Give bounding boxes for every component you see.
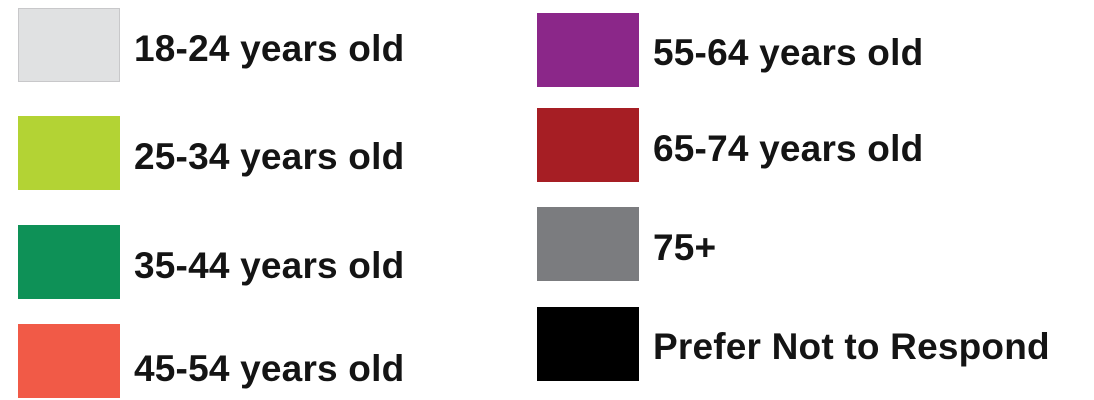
legend-label-35-44: 35-44 years old bbox=[134, 245, 405, 286]
legend-swatch-18-24 bbox=[18, 8, 120, 82]
legend-swatch-65-74 bbox=[537, 108, 639, 182]
legend-swatch-45-54 bbox=[18, 324, 120, 398]
legend-swatch-prefer-not-to-respond bbox=[537, 307, 639, 381]
legend-swatch-35-44 bbox=[18, 225, 120, 299]
legend-label-55-64: 55-64 years old bbox=[653, 32, 924, 73]
legend-swatch-75-plus bbox=[537, 207, 639, 281]
legend-swatch-55-64 bbox=[537, 13, 639, 87]
legend-label-45-54: 45-54 years old bbox=[134, 348, 405, 389]
legend-label-25-34: 25-34 years old bbox=[134, 136, 405, 177]
legend-swatch-25-34 bbox=[18, 116, 120, 190]
legend-label-prefer-not-to-respond: Prefer Not to Respond bbox=[653, 326, 1050, 367]
legend-label-75-plus: 75+ bbox=[653, 227, 717, 268]
legend-label-18-24: 18-24 years old bbox=[134, 28, 405, 69]
legend-label-65-74: 65-74 years old bbox=[653, 128, 924, 169]
